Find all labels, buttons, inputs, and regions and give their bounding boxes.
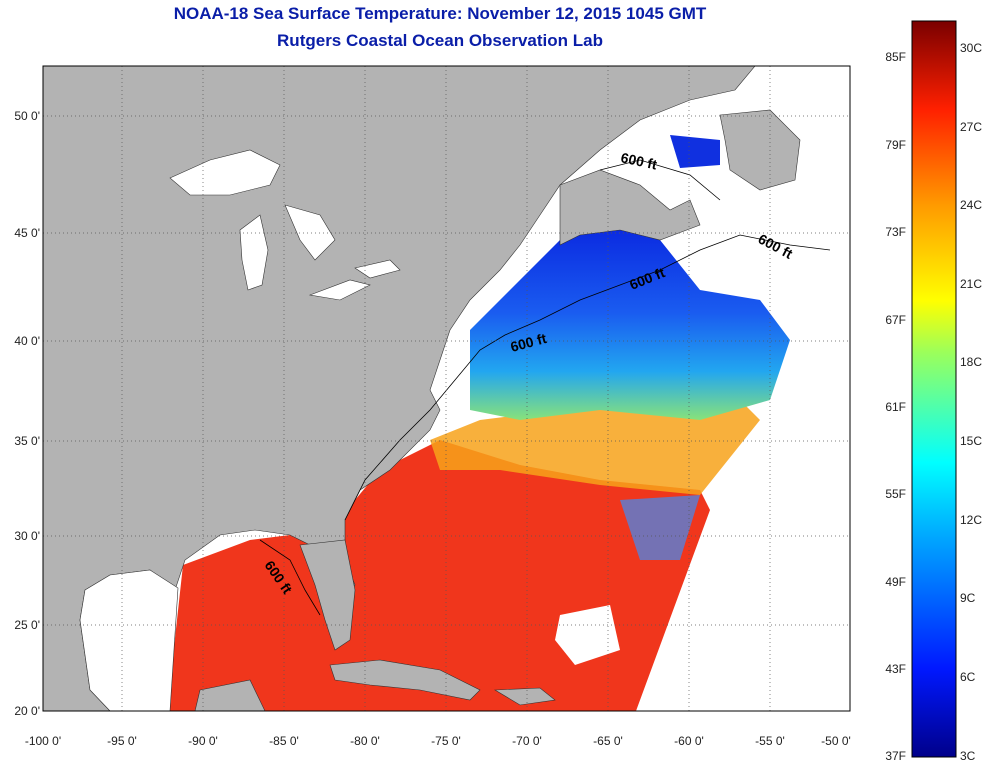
colorbar-fahrenheit-labels: 85F 79F 73F 67F 61F 55F 49F 43F 37F xyxy=(885,50,906,763)
lon-tick-label: -100 0' xyxy=(25,734,61,748)
lon-tick-label: -95 0' xyxy=(107,734,137,748)
map-subtitle: Rutgers Coastal Ocean Observation Lab xyxy=(277,31,603,50)
sst-gulf-stream-eddy xyxy=(555,605,620,665)
lon-tick-label: -85 0' xyxy=(269,734,299,748)
great-lake-erie xyxy=(308,279,371,301)
lon-tick-label: -50 0' xyxy=(821,734,851,748)
depth-contour-600ft xyxy=(259,159,831,616)
lat-axis: 50 0' 45 0' 40 0' 35 0' 30 0' 25 0' 20 0… xyxy=(14,109,40,718)
colorbar-f-label: 67F xyxy=(885,313,906,327)
lat-tick-label: 40 0' xyxy=(14,334,40,348)
land-florida xyxy=(299,539,356,651)
colorbar-c-label: 24C xyxy=(960,198,982,212)
colorbar-f-label: 49F xyxy=(885,575,906,589)
map-grid xyxy=(43,66,850,711)
lon-tick-label: -60 0' xyxy=(674,734,704,748)
colorbar-c-label: 21C xyxy=(960,277,982,291)
lon-tick-label: -70 0' xyxy=(512,734,542,748)
lon-tick-label: -80 0' xyxy=(350,734,380,748)
lat-tick-label: 25 0' xyxy=(14,618,40,632)
sst-cool-streak xyxy=(620,495,700,560)
gulf-no-data xyxy=(79,569,179,711)
colorbar-f-label: 61F xyxy=(885,400,906,414)
lon-tick-label: -75 0' xyxy=(431,734,461,748)
colorbar-c-label: 30C xyxy=(960,41,982,55)
sst-cold-water xyxy=(470,225,790,420)
lon-tick-label: -55 0' xyxy=(755,734,785,748)
land-hispaniola xyxy=(493,687,556,706)
lon-axis: -100 0' -95 0' -90 0' -85 0' -80 0' -75 … xyxy=(25,734,851,748)
lat-tick-label: 35 0' xyxy=(14,434,40,448)
land-maritimes xyxy=(559,169,701,246)
lat-tick-label: 20 0' xyxy=(14,704,40,718)
colorbar-f-label: 73F xyxy=(885,225,906,239)
colorbar-f-label: 37F xyxy=(885,749,906,763)
map-title: NOAA-18 Sea Surface Temperature: Novembe… xyxy=(173,4,707,23)
lat-tick-label: 30 0' xyxy=(14,529,40,543)
colorbar-c-label: 18C xyxy=(960,355,982,369)
colorbar-f-label: 79F xyxy=(885,138,906,152)
colorbar-c-label: 6C xyxy=(960,670,976,684)
lat-tick-label: 50 0' xyxy=(14,109,40,123)
colorbar-c-label: 9C xyxy=(960,591,976,605)
lat-tick-label: 45 0' xyxy=(14,226,40,240)
colorbar-celsius-labels: 30C 27C 24C 21C 18C 15C 12C 9C 6C 3C xyxy=(960,41,982,763)
colorbar-c-label: 12C xyxy=(960,513,982,527)
lon-tick-label: -65 0' xyxy=(593,734,623,748)
land-yucatan xyxy=(194,679,266,711)
map-frame xyxy=(42,65,851,712)
colorbar-f-label: 85F xyxy=(885,50,906,64)
contour-label: 600 ft xyxy=(619,149,658,172)
lon-tick-label: -90 0' xyxy=(188,734,218,748)
colorbar-f-label: 55F xyxy=(885,487,906,501)
colorbar-c-label: 3C xyxy=(960,749,976,763)
land-newfoundland xyxy=(719,109,801,191)
great-lake-huron xyxy=(284,204,336,261)
great-lake-michigan xyxy=(239,214,269,291)
sst-gulfstream-band xyxy=(430,395,760,495)
land-cuba xyxy=(329,659,481,701)
sst-northeast-patch xyxy=(670,135,720,168)
great-lake-superior xyxy=(169,149,281,196)
colorbar-f-label: 43F xyxy=(885,662,906,676)
colorbar-c-label: 27C xyxy=(960,120,982,134)
colorbar xyxy=(911,20,957,758)
colorbar-c-label: 15C xyxy=(960,434,982,448)
